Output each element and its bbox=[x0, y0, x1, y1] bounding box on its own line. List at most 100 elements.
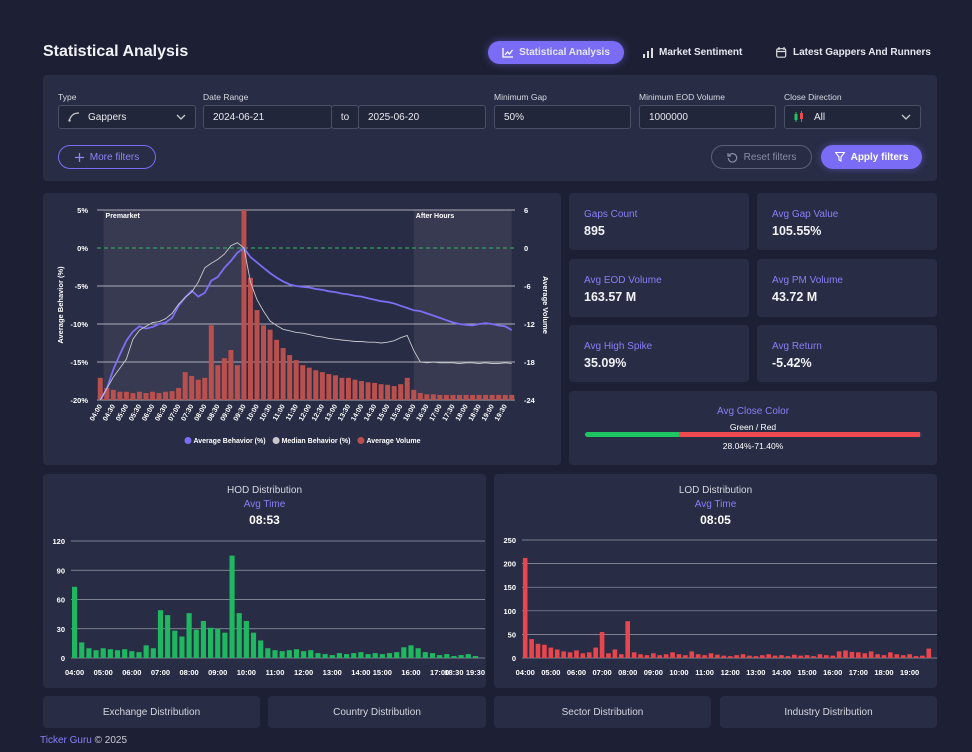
bar bbox=[849, 651, 855, 658]
bar bbox=[279, 651, 285, 658]
bar bbox=[843, 650, 848, 658]
bar bbox=[907, 654, 912, 658]
stat-card: Avg Return -5.42% bbox=[757, 325, 937, 382]
volume-bar bbox=[215, 365, 221, 400]
y-tick-label: 0 bbox=[61, 654, 65, 663]
y2-tick-label: -6 bbox=[524, 282, 531, 291]
bar bbox=[798, 655, 803, 658]
volume-bar bbox=[136, 391, 142, 400]
filter-label: Close Direction bbox=[784, 92, 842, 102]
input-value: 2024-06-21 bbox=[213, 111, 265, 123]
avg-time: 08:05 bbox=[700, 513, 731, 527]
bar bbox=[683, 655, 688, 658]
bar bbox=[708, 653, 714, 658]
bar bbox=[114, 650, 121, 658]
volume-bar bbox=[391, 386, 397, 400]
x-tick-label: 11:00 bbox=[266, 668, 285, 677]
tab[interactable]: Statistical Analysis bbox=[488, 41, 624, 64]
input-value: 1000000 bbox=[649, 111, 688, 123]
legend-label: Average Behavior (%) bbox=[193, 438, 265, 445]
page-title: Statistical Analysis bbox=[43, 43, 189, 60]
volume-bar bbox=[300, 365, 306, 400]
y-tick-label: 90 bbox=[57, 566, 65, 575]
volume-bar bbox=[202, 377, 208, 400]
bar bbox=[386, 653, 393, 658]
bar bbox=[631, 652, 637, 658]
x-tick-label: 16:00 bbox=[823, 668, 842, 677]
bar bbox=[258, 640, 264, 658]
volume-bar bbox=[261, 325, 267, 400]
bar bbox=[913, 656, 919, 658]
bar bbox=[365, 654, 371, 658]
filter-label: Minimum Gap bbox=[494, 92, 547, 102]
section-tab[interactable]: Sector Distribution bbox=[494, 696, 711, 728]
more-filters-button[interactable]: More filters bbox=[58, 145, 156, 169]
volume-bar bbox=[496, 394, 502, 400]
bar bbox=[785, 656, 791, 658]
volume-bar bbox=[221, 358, 227, 400]
bar bbox=[472, 656, 478, 658]
bar bbox=[875, 654, 880, 658]
stat-value: 163.57 M bbox=[584, 290, 637, 304]
footer: Ticker Guru © 2025 bbox=[40, 735, 127, 746]
close-direction-select[interactable]: All bbox=[784, 105, 921, 129]
date-from[interactable]: 2024-06-21 bbox=[203, 105, 332, 129]
bar bbox=[542, 644, 547, 658]
type-select[interactable]: Gappers bbox=[58, 105, 196, 129]
bar bbox=[200, 620, 206, 658]
x-tick-label: 10:00 bbox=[237, 668, 256, 677]
bar bbox=[651, 653, 656, 658]
section-tab[interactable]: Industry Distribution bbox=[720, 696, 937, 728]
input-value: 2025-06-20 bbox=[368, 111, 420, 123]
volume-bar bbox=[404, 377, 410, 400]
chart-icon bbox=[502, 47, 514, 58]
volume-bar bbox=[267, 329, 273, 400]
bar bbox=[689, 651, 695, 658]
filter-label: Type bbox=[58, 92, 77, 102]
hod-panel: HOD Distribution Avg Time 08:53 0 30 60 90 1… bbox=[43, 474, 486, 688]
premarket-shade bbox=[103, 210, 244, 400]
bar bbox=[100, 648, 106, 658]
tab[interactable]: Latest Gappers And Runners bbox=[776, 41, 931, 64]
bar bbox=[301, 651, 307, 658]
volume-bar bbox=[489, 394, 495, 400]
stat-label: Avg High Spike bbox=[584, 341, 653, 352]
volume-bar bbox=[208, 325, 214, 400]
volume-bar bbox=[359, 381, 364, 400]
volume-bar bbox=[156, 393, 162, 400]
bar bbox=[593, 647, 598, 658]
stat-card: Avg Gap Value 105.55% bbox=[757, 193, 937, 250]
volume-bar bbox=[326, 374, 332, 400]
section-label: Exchange Distribution bbox=[102, 706, 201, 718]
y-tick-label: -10% bbox=[70, 320, 88, 329]
reset-filters-button[interactable]: Reset filters bbox=[711, 145, 812, 169]
filter-label: Date Range bbox=[203, 92, 249, 102]
stat-label: Avg PM Volume bbox=[772, 275, 843, 286]
volume-bar bbox=[483, 394, 489, 400]
x-tick-label: 15:00 bbox=[373, 668, 392, 677]
min-gap-input[interactable]: 50% bbox=[494, 105, 631, 129]
tab[interactable]: Market Sentiment bbox=[643, 41, 742, 64]
y2-tick-label: -24 bbox=[524, 396, 536, 405]
red-segment bbox=[679, 432, 921, 437]
x-tick-label: 15:00 bbox=[797, 668, 816, 677]
green-segment bbox=[585, 432, 680, 437]
apply-filters-button[interactable]: Apply filters bbox=[821, 145, 922, 169]
bar bbox=[193, 629, 199, 658]
chevron bbox=[176, 114, 186, 120]
min-volume-input[interactable]: 1000000 bbox=[639, 105, 776, 129]
x-tick-label: 09:00 bbox=[208, 668, 227, 677]
volume-bar bbox=[287, 355, 293, 400]
separator-text: to bbox=[340, 111, 350, 123]
date-to[interactable]: 2025-06-20 bbox=[358, 105, 486, 129]
y2-tick-label: 6 bbox=[524, 206, 528, 215]
footer-brand[interactable]: Ticker Guru bbox=[40, 735, 92, 746]
volume-bar bbox=[228, 349, 234, 400]
section-tab[interactable]: Exchange Distribution bbox=[43, 696, 260, 728]
section-tab[interactable]: Country Distribution bbox=[268, 696, 486, 728]
y-tick-label: 150 bbox=[503, 583, 516, 592]
section-label: Industry Distribution bbox=[784, 706, 873, 718]
funnel-icon bbox=[834, 152, 845, 162]
bar bbox=[574, 650, 579, 658]
bar bbox=[250, 632, 257, 658]
